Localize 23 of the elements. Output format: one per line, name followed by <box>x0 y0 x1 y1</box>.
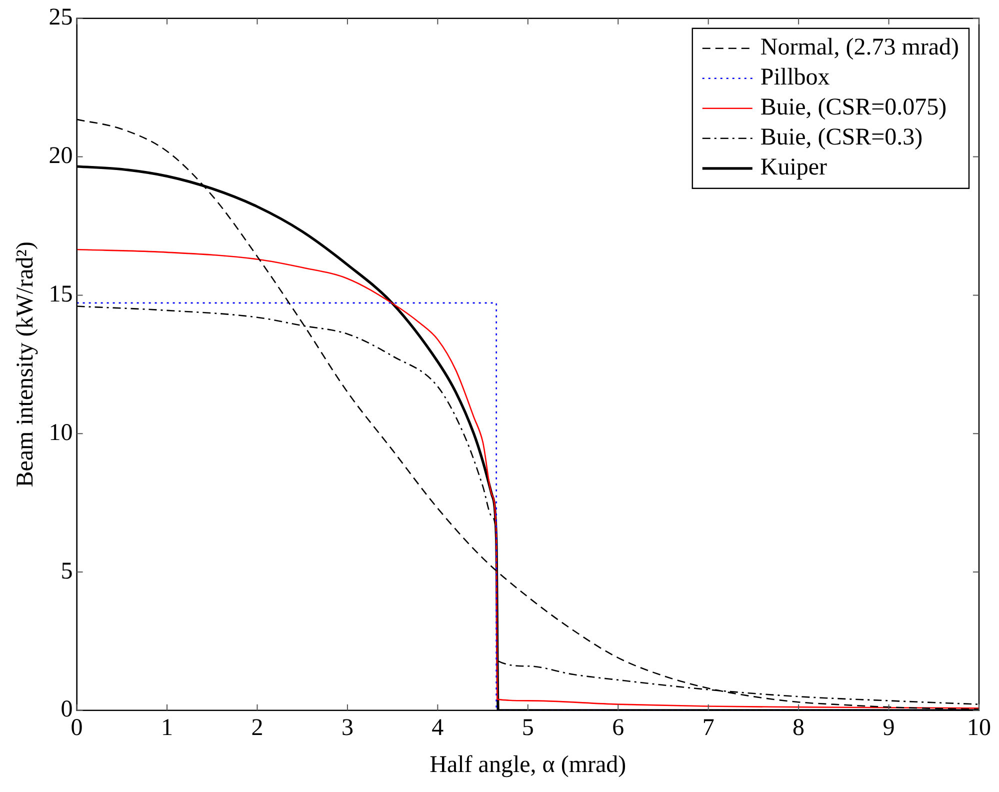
x-tick-label: 10 <box>967 715 991 742</box>
legend-label: Pillbox <box>760 64 830 91</box>
x-tick-label: 7 <box>702 715 714 742</box>
legend-label: Normal, (2.73 mrad) <box>760 34 959 61</box>
x-tick-label: 5 <box>522 715 534 742</box>
y-axis-title: Beam intensity (kW/rad²) <box>12 242 39 488</box>
y-tick-label: 25 <box>48 4 73 31</box>
x-tick-label: 3 <box>341 715 354 742</box>
x-tick-label: 9 <box>882 715 895 742</box>
legend-label: Buie, (CSR=0.075) <box>760 94 947 121</box>
legend-label: Kuiper <box>760 154 828 181</box>
y-tick-label: 20 <box>48 143 73 170</box>
x-axis-title: Half angle, α (mrad) <box>430 752 626 778</box>
y-tick-label: 10 <box>48 420 73 446</box>
x-tick-label: 1 <box>161 715 174 742</box>
y-tick-label: 5 <box>60 558 73 584</box>
y-tick-label: 0 <box>60 696 73 723</box>
x-tick-label: 4 <box>432 715 444 742</box>
x-tick-label: 8 <box>792 715 805 742</box>
x-tick-label: 6 <box>612 715 624 742</box>
legend-label: Buie, (CSR=0.3) <box>760 124 923 151</box>
x-tick-label: 2 <box>251 715 264 742</box>
y-tick-label: 15 <box>48 281 73 308</box>
